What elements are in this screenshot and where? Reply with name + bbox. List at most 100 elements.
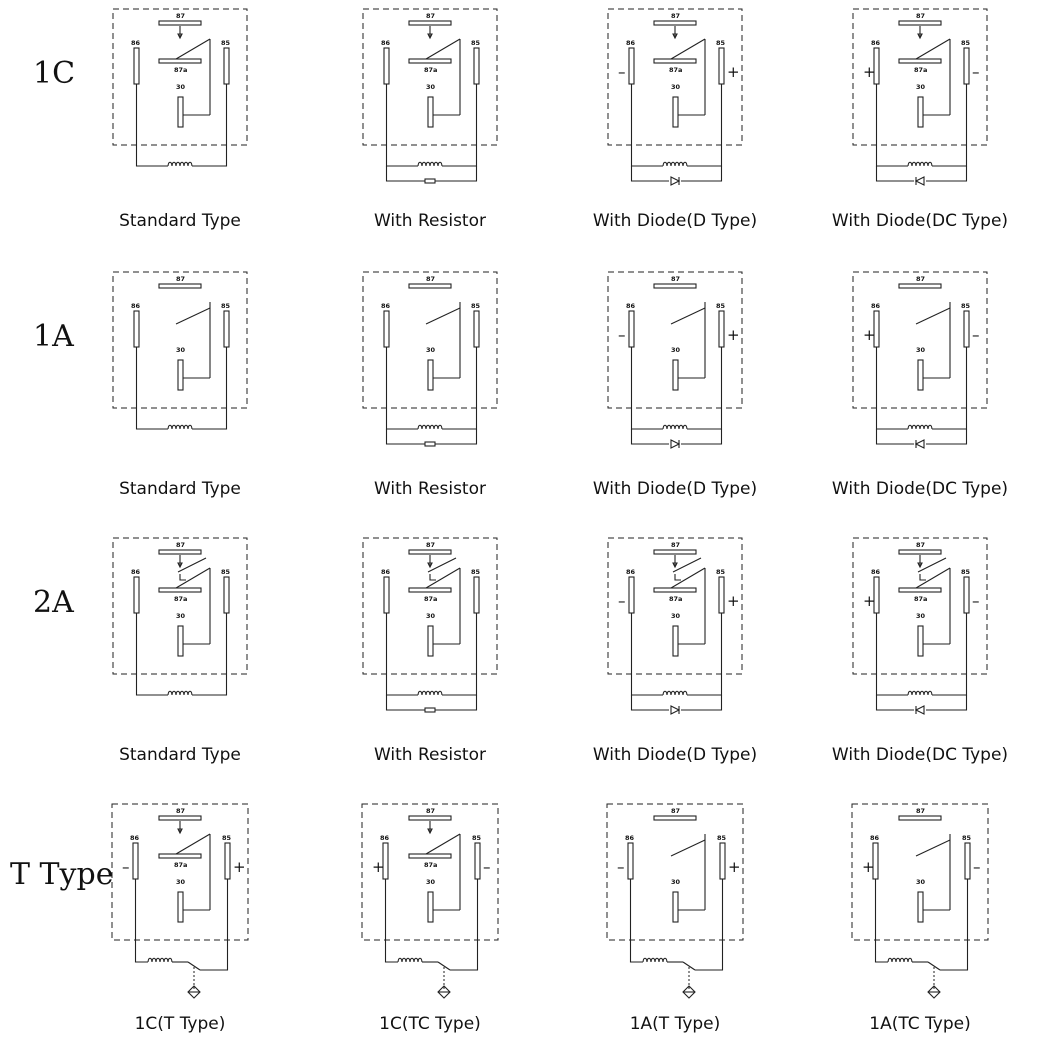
coil-terminal-85 bbox=[474, 842, 481, 880]
pin-label-85: 85 bbox=[222, 834, 232, 842]
contact-87a-terminal bbox=[653, 58, 697, 64]
diagram-caption: With Resistor bbox=[374, 479, 486, 499]
common-terminal-30 bbox=[427, 891, 434, 923]
contact-arrow bbox=[429, 574, 436, 581]
arrow-icon bbox=[672, 33, 678, 40]
coil-icon bbox=[907, 690, 933, 696]
pin-label-86: 86 bbox=[131, 568, 141, 576]
contact-87-terminal bbox=[408, 549, 452, 555]
pin-label-30: 30 bbox=[426, 346, 436, 354]
contact-87-terminal bbox=[158, 549, 202, 555]
pin-label-85: 85 bbox=[961, 302, 971, 310]
contact-87-terminal bbox=[408, 815, 452, 821]
contact-87-terminal bbox=[653, 815, 697, 821]
pin-label-87a: 87a bbox=[174, 595, 187, 603]
relay-housing-dashed bbox=[852, 8, 988, 146]
coil-wire bbox=[192, 84, 228, 167]
relay-housing-dashed bbox=[852, 271, 988, 409]
coil-terminal-85 bbox=[473, 47, 480, 85]
coil-wire bbox=[629, 879, 643, 963]
coil-terminal-86 bbox=[628, 576, 635, 614]
diagram-caption: 1C(T Type) bbox=[135, 1014, 226, 1034]
arrow-icon bbox=[177, 562, 183, 569]
pin-label-30: 30 bbox=[176, 878, 186, 886]
coil-wire bbox=[875, 613, 908, 696]
coil-terminal-86 bbox=[133, 576, 140, 614]
contact-87-terminal bbox=[898, 283, 942, 289]
common-terminal-30 bbox=[917, 891, 924, 923]
switch-arm bbox=[175, 567, 211, 589]
thermal-sensor-icon bbox=[682, 985, 696, 999]
diagram-caption: 1C(TC Type) bbox=[379, 1014, 481, 1034]
pin-label-85: 85 bbox=[472, 834, 482, 842]
coil-terminal-85 bbox=[963, 47, 970, 85]
relay-housing-dashed bbox=[112, 271, 248, 409]
diode-symbol bbox=[670, 176, 681, 186]
pin-label-87: 87 bbox=[916, 541, 925, 549]
pin-label-30: 30 bbox=[426, 612, 436, 620]
coil-wire bbox=[192, 613, 228, 696]
coil-terminal-86 bbox=[383, 310, 390, 348]
coil-wire bbox=[932, 613, 968, 696]
pin-label-86: 86 bbox=[381, 568, 391, 576]
relay-diagram-1C-2: 87 86 85 87a 30 With Resistor bbox=[362, 8, 498, 231]
diagram-caption: With Resistor bbox=[374, 211, 486, 231]
coil-wire bbox=[442, 84, 478, 167]
coil-wire bbox=[450, 879, 479, 971]
pin-label-87a: 87a bbox=[914, 66, 927, 74]
polarity-sign-right: + bbox=[728, 858, 741, 876]
relay-diagram-1C-4: 87 86 85 87a 30 + – With Diode(DC Type) bbox=[832, 8, 1008, 231]
pin-label-86: 86 bbox=[870, 834, 880, 842]
coil-terminal-85 bbox=[718, 310, 725, 348]
coil-icon bbox=[397, 957, 423, 963]
pin-label-87: 87 bbox=[426, 275, 435, 283]
pin-label-87a: 87a bbox=[174, 66, 187, 74]
switch-arm bbox=[175, 38, 211, 60]
coil-terminal-86 bbox=[628, 47, 635, 85]
diagram-caption: 1A(TC Type) bbox=[869, 1014, 970, 1034]
coil-wire bbox=[630, 84, 663, 167]
common-terminal-30 bbox=[177, 625, 184, 657]
pin-label-30: 30 bbox=[916, 83, 926, 91]
coil-icon bbox=[642, 957, 668, 963]
coil-icon bbox=[147, 957, 173, 963]
coil-terminal-85 bbox=[223, 47, 230, 85]
relay-housing-dashed bbox=[607, 271, 743, 409]
switch-arm-second bbox=[427, 557, 457, 573]
contact-87-terminal bbox=[653, 283, 697, 289]
coil-icon bbox=[167, 161, 193, 167]
common-terminal-30 bbox=[672, 625, 679, 657]
coil-terminal-86 bbox=[628, 310, 635, 348]
thermal-sensor-icon bbox=[927, 985, 941, 999]
coil-wire bbox=[385, 347, 418, 430]
coil-terminal-86 bbox=[132, 842, 139, 880]
switch-arm bbox=[425, 307, 461, 325]
diagram-caption: Standard Type bbox=[119, 479, 241, 499]
pin-label-85: 85 bbox=[471, 568, 481, 576]
coil-wire bbox=[200, 879, 229, 971]
relay-housing-dashed bbox=[361, 803, 499, 941]
switch-arm bbox=[670, 839, 706, 857]
relay-diagram-2A-2: 87 86 85 87a 30 With Resistor bbox=[362, 537, 498, 765]
polarity-sign-right: + bbox=[727, 592, 740, 610]
switch-arm bbox=[425, 567, 461, 589]
pin-label-86: 86 bbox=[626, 568, 636, 576]
contact-87-terminal bbox=[408, 20, 452, 26]
pin-label-87a: 87a bbox=[424, 595, 437, 603]
contact-87a-terminal bbox=[653, 587, 697, 593]
polarity-sign-right: + bbox=[727, 326, 740, 344]
contact-87-terminal bbox=[158, 283, 202, 289]
thermal-sensor-icon bbox=[437, 985, 451, 999]
relay-housing-dashed bbox=[362, 271, 498, 409]
switch-arm bbox=[915, 307, 951, 325]
polarity-sign-right: + bbox=[727, 63, 740, 81]
pin-label-30: 30 bbox=[426, 878, 436, 886]
pin-label-87: 87 bbox=[426, 541, 435, 549]
thermal-sensor-icon bbox=[187, 985, 201, 999]
pin-label-30: 30 bbox=[176, 83, 186, 91]
pin-label-30: 30 bbox=[671, 346, 681, 354]
arrow-icon bbox=[177, 33, 183, 40]
relay-housing-dashed bbox=[607, 8, 743, 146]
arrow-icon bbox=[427, 828, 433, 835]
